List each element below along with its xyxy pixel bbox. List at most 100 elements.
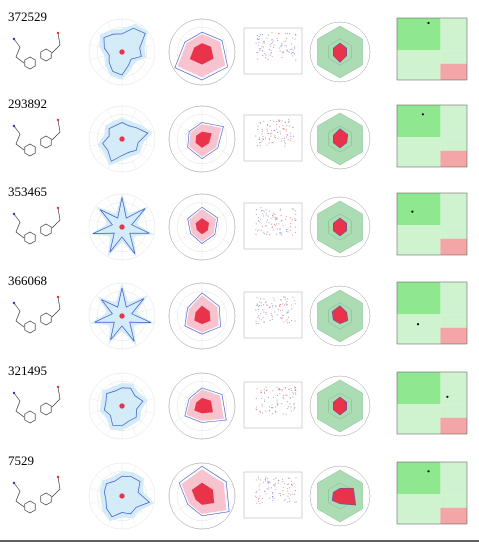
scatter-point: [279, 50, 281, 52]
scatter-point: [287, 316, 290, 318]
quadrant-top-right: [440, 193, 467, 226]
scatter-point: [269, 320, 271, 322]
scatter-point: [283, 128, 285, 130]
scatter-point: [285, 40, 287, 42]
scatter-point: [261, 305, 263, 307]
scatter-point: [286, 312, 288, 314]
scatter-point: [262, 139, 264, 141]
scatter-point: [279, 492, 281, 494]
scatter-point: [289, 397, 291, 399]
scatter-point: [288, 310, 290, 312]
scatter-point: [261, 128, 263, 130]
scatter-point: [258, 36, 260, 38]
radar-chart-b: [168, 372, 236, 440]
scatter-point: [267, 488, 269, 491]
scatter-point: [285, 45, 287, 47]
scatter-point: [278, 388, 281, 390]
scatter-point: [294, 490, 296, 492]
quadrant-plot: [396, 371, 468, 435]
scatter-point: [283, 138, 286, 140]
scatter-point: [257, 58, 259, 60]
scatter-point: [262, 412, 264, 414]
scatter-point: [260, 218, 262, 220]
scatter-point: [265, 214, 267, 216]
scatter-point: [256, 502, 258, 504]
scatter-point: [287, 487, 289, 490]
scatter-point: [286, 407, 288, 410]
scatter-point: [290, 494, 292, 496]
scatter-point: [278, 389, 280, 391]
radar-b-core: [191, 482, 215, 505]
scatter-point: [286, 230, 288, 232]
chain: [13, 482, 25, 508]
chain: [51, 386, 61, 408]
hex-inner-grid: [328, 392, 352, 420]
scatter-point: [269, 234, 271, 236]
scatter-point: [287, 311, 289, 313]
scatter-frame: [243, 27, 303, 75]
scatter-point: [285, 218, 287, 220]
scatter-point: [266, 144, 268, 146]
scatter-point: [294, 386, 297, 389]
scatter-point: [285, 130, 287, 132]
scatter-point: [258, 229, 260, 231]
scatter-point: [291, 234, 294, 236]
scatter-point: [267, 483, 269, 485]
scatter-point: [270, 120, 272, 122]
scatter-point: [275, 489, 277, 491]
scatter-point: [287, 228, 289, 230]
scatter-point: [273, 299, 275, 301]
scatter-point: [280, 299, 282, 301]
scatter-point: [279, 309, 282, 312]
chain: [51, 296, 61, 318]
scatter-point: [255, 209, 257, 211]
scatter-point: [279, 47, 281, 49]
scatter-point: [261, 46, 263, 48]
quadrant-top-right: [440, 372, 467, 405]
atom-o: [56, 118, 60, 122]
scatter-point: [292, 55, 294, 57]
quadrant-point: [416, 323, 420, 326]
scatter-point: [276, 395, 279, 397]
scatter-point: [286, 311, 288, 313]
scatter-point: [281, 57, 283, 59]
scatter-point: [283, 296, 285, 298]
scatter-point: [257, 498, 260, 500]
scatter-point: [274, 134, 276, 136]
scatter-point: [264, 391, 266, 393]
scatter-point: [271, 227, 273, 229]
radar-a-series: [102, 122, 149, 162]
scatter-point: [261, 50, 264, 52]
quadrant-plot: [396, 104, 468, 168]
scatter-point: [282, 481, 284, 483]
scatter-point: [261, 131, 263, 133]
quadrant-frame: [396, 192, 468, 256]
scatter-point: [257, 52, 259, 54]
scatter-point: [264, 40, 266, 42]
radar-a-band: [99, 471, 155, 522]
scatter-point: [257, 304, 259, 306]
scatter-point: [265, 493, 267, 495]
scatter-point: [292, 296, 294, 298]
radar-b-series: [184, 292, 221, 335]
radar-a-core: [119, 403, 125, 409]
scatter-point: [272, 396, 275, 399]
scatter-point: [259, 503, 261, 505]
molecule-structure: [12, 295, 61, 334]
scatter-point: [295, 477, 297, 479]
scatter-point: [260, 207, 262, 209]
scatter-point: [255, 223, 257, 225]
scatter-point: [256, 37, 258, 39]
atom-n: [12, 124, 16, 128]
scatter-point: [279, 305, 281, 308]
scatter-point: [287, 483, 290, 485]
scatter-point: [290, 222, 292, 225]
scatter-point: [293, 53, 295, 55]
scatter-plot: [243, 27, 303, 75]
molecule-structure: [12, 385, 61, 424]
scatter-point: [272, 297, 274, 299]
scatter-point: [282, 413, 284, 415]
quadrant-top-right: [440, 462, 467, 495]
scatter-point: [283, 398, 285, 400]
